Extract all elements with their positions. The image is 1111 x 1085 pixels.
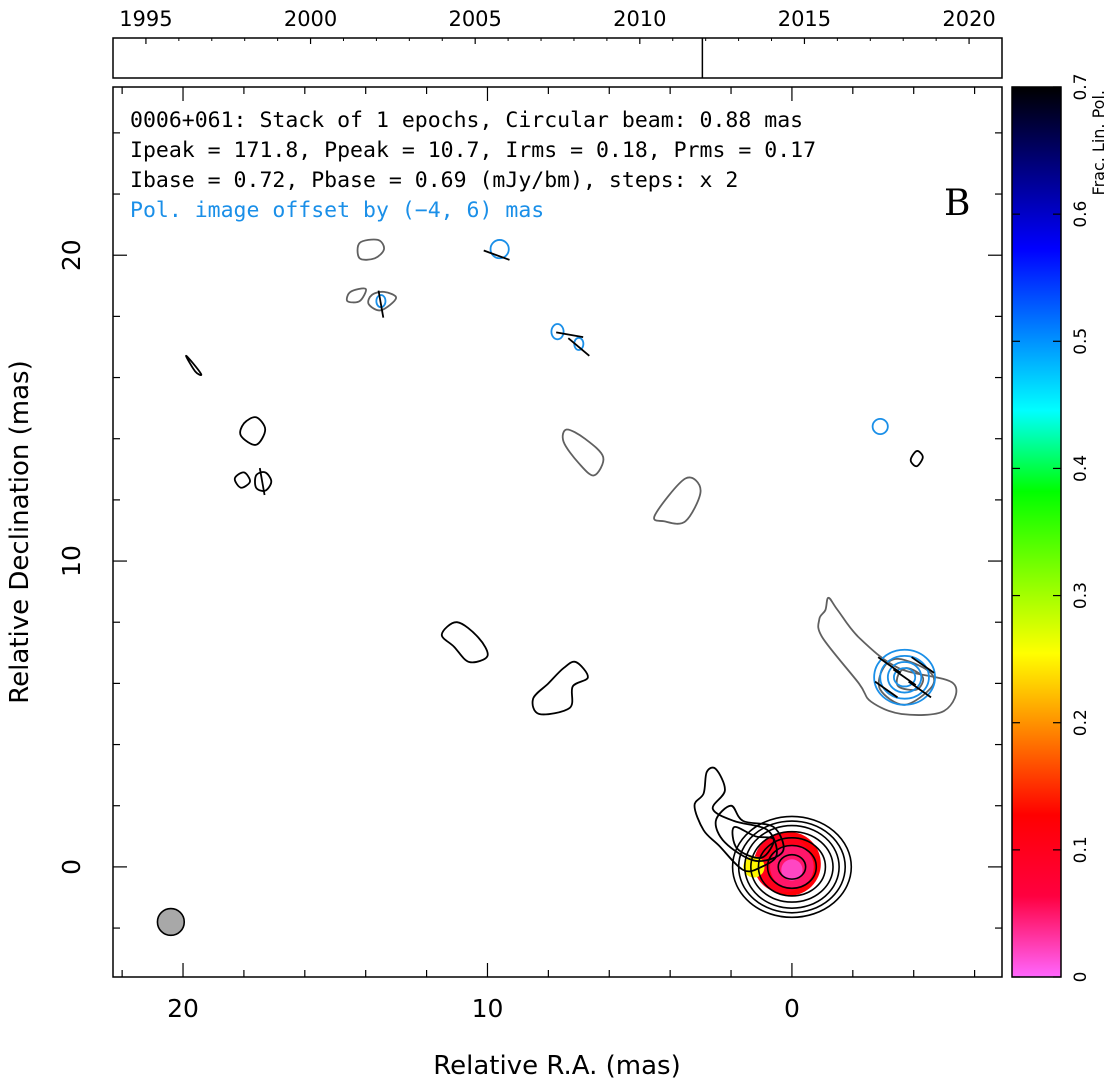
info-line-2: Ipeak = 171.8, Ppeak = 10.7, Irms = 0.18… [130,138,816,163]
core-contours [731,815,853,919]
polarization-contour [550,323,565,341]
colorbar-tick-label: 0.2 [1071,709,1091,736]
stokes-i-contour [440,621,489,664]
y-tick-label: 10 [57,545,86,577]
panel-letter: B [944,183,970,224]
core-contour [743,824,840,909]
stokes-i-contour [714,804,785,862]
y-tick-label: 20 [57,239,86,271]
evpa-tick [377,290,385,318]
stokes-i-contour [233,471,251,489]
timeline-year-label: 2010 [613,7,666,31]
core-contour [750,830,834,903]
offset-note: Pol. image offset by (−4, 6) mas [130,198,544,223]
evpa-tick [258,467,266,496]
polarization-contour [893,667,917,688]
colorbar-tick-label: 0.6 [1071,201,1091,228]
fpol-patch [781,859,803,881]
stokes-i-contour [817,596,958,716]
colorbar-tick-label: 0 [1071,972,1091,983]
polarization-contour [873,648,936,706]
core-contour [757,837,827,897]
evpa-tick [911,656,935,674]
timeline-year-label: 1995 [119,7,172,31]
evpa-ticks [258,249,935,699]
stokes-i-contour [367,290,397,312]
info-line-1: 0006+061: Stack of 1 epochs, Circular be… [130,108,803,133]
stokes-i-contour [185,354,203,376]
beam-ellipse [156,907,186,937]
map-content [156,238,958,937]
colorbar-frame [1011,86,1062,978]
polarization-contour [489,239,510,260]
x-tick-label: 0 [784,994,800,1023]
evpa-tick [483,249,510,261]
polarization-contour [879,654,930,700]
colorbar-tick-label: 0.7 [1071,73,1091,100]
evpa-tick [556,331,584,338]
stokes-i-contour [345,287,367,304]
evpa-tick [874,680,899,699]
epoch-timeline: 1995 2000 2005 2010 2015 2020 [112,7,1003,79]
polarization-contour [871,417,889,436]
map-panel: 20 10 0 0 10 20 0006+061: Stack of 1 epochs, … [5,86,1003,1081]
timeline-ticks: 1995 2000 2005 2010 2015 2020 [112,7,1003,44]
colorbar-tick-label: 0.4 [1071,455,1091,482]
stokes-i-contour [909,450,924,468]
colorbar-ticks: 0 0.1 0.2 0.3 0.4 0.5 0.6 0.7 [1012,73,1091,982]
info-block: 0006+061: Stack of 1 epochs, Circular be… [130,108,816,223]
timeline-year-label: 2000 [284,7,337,31]
stokes-i-contour [693,766,778,873]
x-tick-label: 20 [167,994,199,1023]
beam [156,907,186,937]
core-contour [766,844,818,890]
y-tick-label: 0 [57,859,86,875]
x-tick-label: 10 [472,994,504,1023]
stokes-i-contour [531,660,589,716]
timeline-year-label: 2005 [448,7,501,31]
stokes-i-contour [561,428,605,477]
polarization-contour [886,661,923,694]
y-axis-title: Relative Declination (mas) [5,360,35,703]
core-contour [731,815,853,919]
stokes-i-contour [239,416,267,446]
evpa-tick [908,680,932,699]
stokes-i-contour [356,238,385,261]
colorbar-tick-label: 0.3 [1071,582,1091,609]
timeline-frame [112,37,1003,79]
timeline-year-label: 2020 [942,7,995,31]
timeline-year-label: 2015 [778,7,831,31]
stokes-i-contour [254,471,273,492]
info-line-3: Ibase = 0.72, Pbase = 0.69 (mJy/bm), ste… [130,168,738,193]
colorbar: 0 0.1 0.2 0.3 0.4 0.5 0.6 0.7 Frac. Lin. Pol. [1011,73,1108,982]
map-frame [112,86,1003,978]
evpa-tick [892,668,917,686]
colorbar-title: Frac. Lin. Pol. [1089,90,1108,195]
evpa-tick [877,656,902,674]
colorbar-tick-label: 0.1 [1071,836,1091,863]
map-axis-ticks: 20 10 0 0 10 20 [57,87,1002,1023]
colorbar-gradient [1012,87,1061,977]
evpa-tick [567,337,590,357]
colorbar-tick-label: 0.5 [1071,328,1091,355]
core-contour [777,853,807,880]
stokes-i-contour [653,476,702,525]
x-axis-title: Relative R.A. (mas) [433,1051,680,1081]
polarization-contours [375,239,936,706]
core-contour [737,820,847,914]
